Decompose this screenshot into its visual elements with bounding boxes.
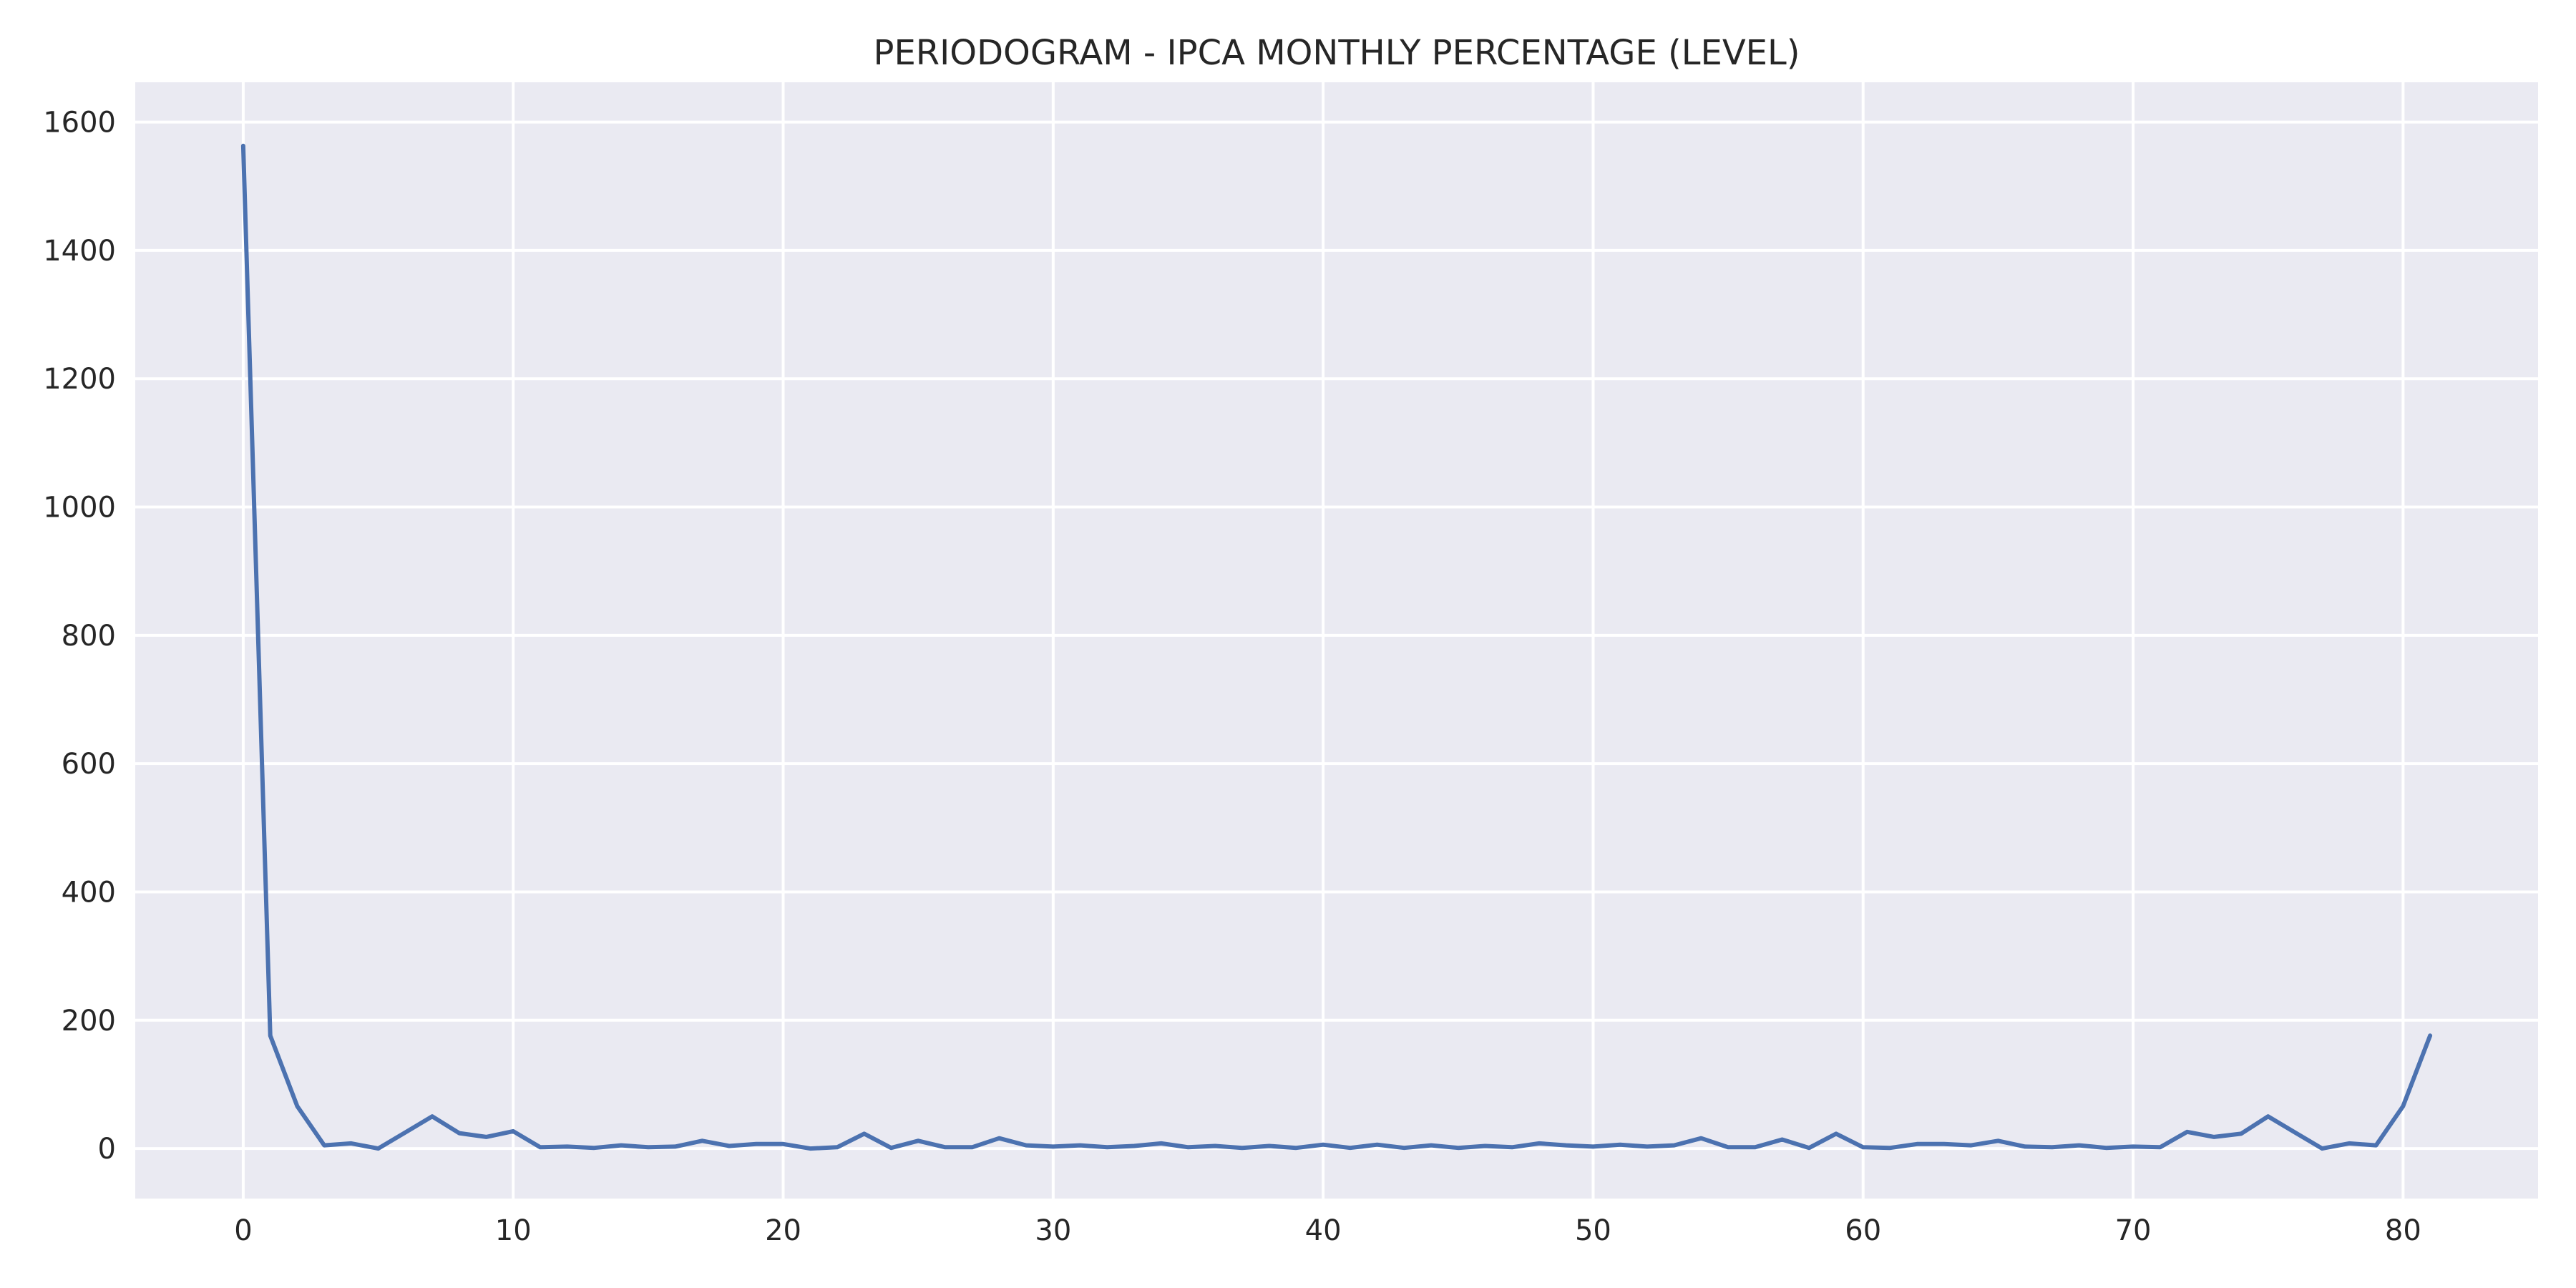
y-tick-label: 800: [62, 620, 116, 653]
x-tick-label: 20: [765, 1214, 801, 1247]
y-tick-label: 600: [62, 748, 116, 781]
x-tick-label: 70: [2115, 1214, 2152, 1247]
y-tick-label: 0: [98, 1133, 116, 1166]
y-tick-label: 200: [62, 1005, 116, 1038]
x-tick-label: 0: [234, 1214, 252, 1247]
y-tick-label: 1400: [43, 235, 116, 268]
x-axis-tick-labels: 0 10 20 30 40 50 60 70 80: [234, 1214, 2421, 1247]
plot-area: [135, 82, 2538, 1199]
y-tick-label: 1200: [43, 363, 116, 396]
series-line: [240, 143, 2433, 1151]
y-axis-tick-labels: 0 200 400 600 800 1000 1200 1400 1600: [43, 107, 116, 1166]
y-tick-label: 1000: [43, 492, 116, 525]
x-tick-label: 10: [495, 1214, 532, 1247]
chart-title: PERIODOGRAM - IPCA MONTHLY PERCENTAGE (L…: [874, 33, 1800, 73]
x-tick-label: 80: [2385, 1214, 2421, 1247]
y-tick-label: 1600: [43, 107, 116, 140]
x-tick-label: 30: [1035, 1214, 1071, 1247]
x-tick-label: 60: [1845, 1214, 1881, 1247]
series-layer: [240, 143, 2433, 1151]
x-tick-label: 50: [1575, 1214, 1611, 1247]
vertical-grid-lines: [241, 82, 2405, 1199]
y-tick-label: 400: [62, 876, 116, 909]
x-tick-label: 40: [1305, 1214, 1342, 1247]
